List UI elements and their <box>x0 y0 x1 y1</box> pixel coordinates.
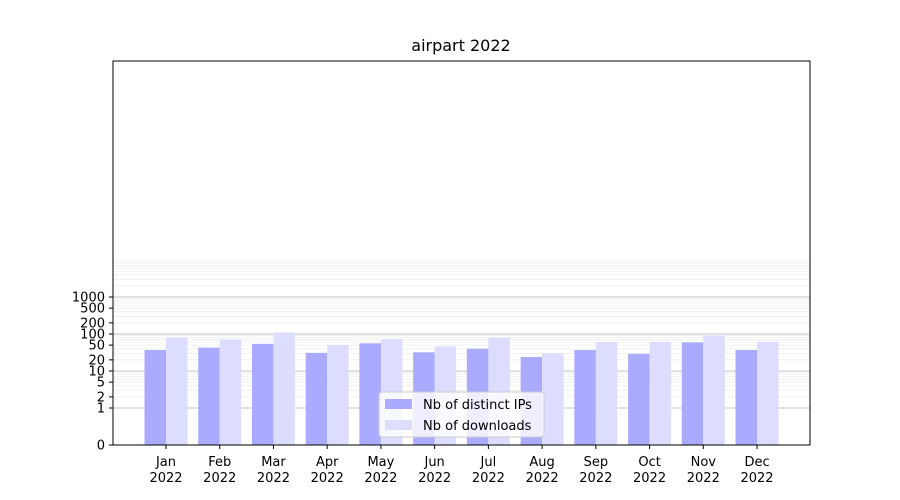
bar-downloads <box>595 341 618 445</box>
y-tick-label: 1000 <box>72 291 105 306</box>
plot-frame <box>112 60 811 446</box>
x-tick-label: Sep 2022 <box>579 455 612 486</box>
x-tick-label: Oct 2022 <box>633 455 666 486</box>
bar-distinct-ips <box>735 349 758 445</box>
bar-downloads <box>757 341 779 445</box>
x-tick-label-month: Jul <box>480 455 497 470</box>
x-tick-label-year: 2022 <box>311 471 344 486</box>
legend-swatch <box>385 420 412 430</box>
x-tick-label-year: 2022 <box>526 471 559 486</box>
x-tick-label: Apr 2022 <box>311 455 344 486</box>
bar-distinct-ips <box>681 342 704 445</box>
y-tick-label: 2 <box>97 390 105 405</box>
x-tick-label-year: 2022 <box>257 471 290 486</box>
y-tick-label: 20 <box>88 353 105 368</box>
x-tick-label-year: 2022 <box>633 471 666 486</box>
bar-downloads <box>273 332 295 445</box>
bar-distinct-ips <box>198 347 220 445</box>
bar-downloads <box>703 335 725 445</box>
bar-downloads <box>219 339 242 445</box>
x-tick-label-month: May <box>367 455 394 470</box>
y-tick-label: 100 <box>80 328 105 343</box>
x-tick-label: Jan 2022 <box>149 455 182 486</box>
bar-distinct-ips <box>305 352 328 445</box>
y-tick-label: 200 <box>80 316 105 331</box>
bar-distinct-ips <box>359 343 381 445</box>
legend-swatch <box>385 399 412 409</box>
x-tick-label-month: Feb <box>208 455 231 470</box>
x-tick-label-month: Apr <box>316 455 339 470</box>
x-tick-label-month: Sep <box>584 455 609 470</box>
y-tick-label: 10 <box>88 365 105 380</box>
x-tick-label-year: 2022 <box>687 471 720 486</box>
x-tick-label-month: Mar <box>261 455 286 470</box>
x-tick-label-month: Nov <box>691 455 717 470</box>
x-tick-label: Feb 2022 <box>203 455 236 486</box>
bar-downloads <box>166 337 188 445</box>
x-tick-label-month: Dec <box>744 455 769 470</box>
y-tick-label: 50 <box>88 339 105 354</box>
bar-distinct-ips <box>251 343 274 445</box>
bar-distinct-ips <box>628 353 650 445</box>
bar-downloads <box>327 345 349 445</box>
bar-downloads <box>649 341 672 445</box>
x-tick-label: Jun 2022 <box>418 455 451 486</box>
x-tick-label-year: 2022 <box>472 471 505 486</box>
x-tick-label-year: 2022 <box>579 471 612 486</box>
legend-label: Nb of downloads <box>423 419 532 434</box>
x-tick-label-month: Jan <box>155 455 176 470</box>
x-tick-label: May 2022 <box>364 455 397 486</box>
x-tick-label-month: Jun <box>423 455 444 470</box>
x-tick-label: Mar 2022 <box>257 455 290 486</box>
chart-title: airpart 2022 <box>411 36 510 55</box>
x-tick-label-month: Aug <box>529 455 554 470</box>
y-tick-label: 500 <box>80 302 105 317</box>
x-tick-label: Jul 2022 <box>472 455 505 486</box>
x-tick-label-year: 2022 <box>364 471 397 486</box>
legend-label: Nb of distinct IPs <box>423 398 532 413</box>
x-tick-label: Dec 2022 <box>740 455 773 486</box>
y-tick-label: 1 <box>97 402 105 417</box>
x-tick-label: Nov 2022 <box>687 455 720 486</box>
x-tick-label-year: 2022 <box>418 471 451 486</box>
bar-distinct-ips <box>144 349 166 445</box>
y-tick-label: 5 <box>97 376 105 391</box>
x-tick-label-year: 2022 <box>203 471 236 486</box>
x-tick-label-year: 2022 <box>149 471 182 486</box>
x-tick-label-year: 2022 <box>740 471 773 486</box>
y-tick-label: 0 <box>97 439 105 454</box>
legend: Nb of distinct IPs Nb of downloads <box>378 391 545 438</box>
x-tick-label-month: Oct <box>638 455 660 470</box>
bar-downloads <box>542 353 564 445</box>
x-tick-label: Aug 2022 <box>526 455 559 486</box>
bar-distinct-ips <box>574 349 596 445</box>
legend-box <box>378 391 545 438</box>
